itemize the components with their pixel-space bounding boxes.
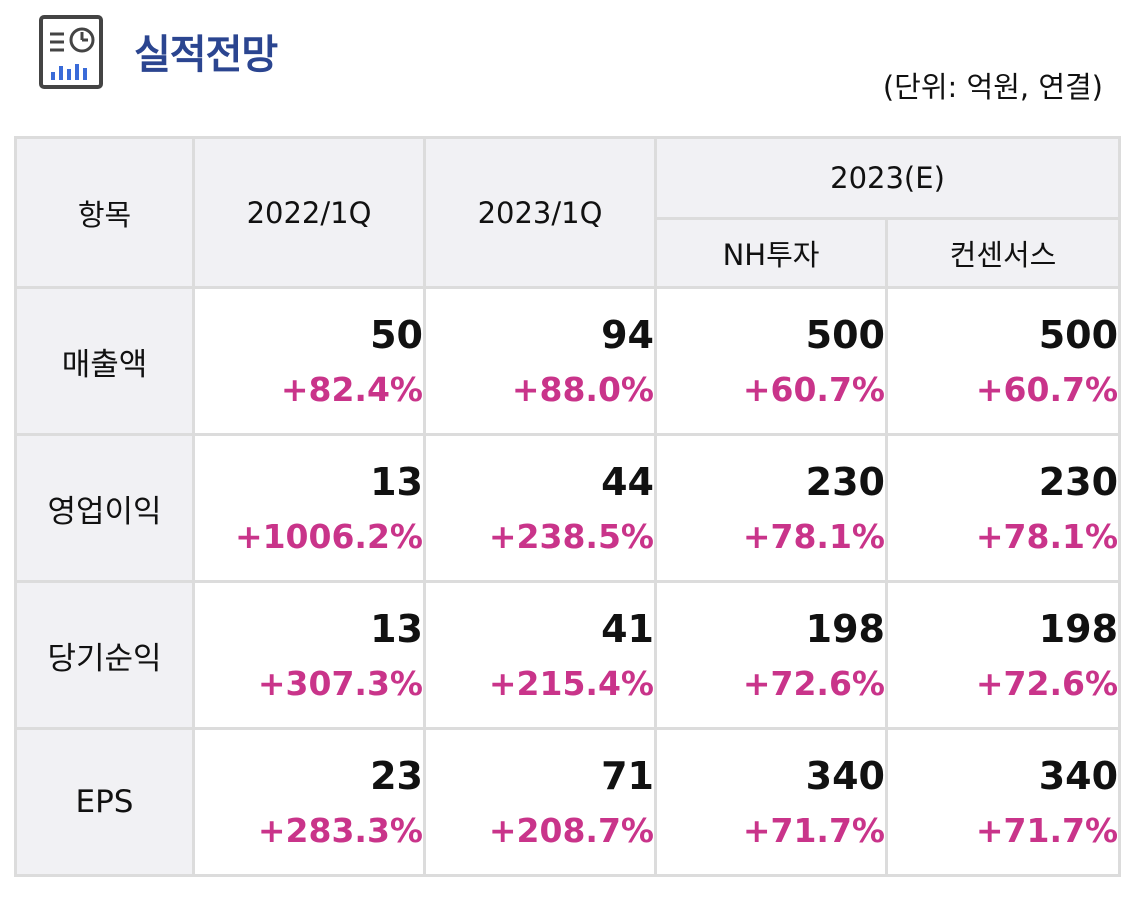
table-cell: 44 +238.5%	[423, 433, 657, 583]
change-rate: +82.4%	[280, 370, 423, 409]
value: 44	[601, 460, 654, 504]
row-label: 매출액	[14, 286, 195, 436]
table-cell: 94 +88.0%	[423, 286, 657, 436]
report-chart-icon	[38, 14, 104, 90]
header-consensus: 컨센서스	[884, 217, 1122, 289]
header-nh: NH투자	[654, 217, 888, 289]
change-rate: +72.6%	[975, 664, 1119, 703]
header-2023e: 2023(E)	[653, 136, 1122, 220]
change-rate: +71.7%	[975, 811, 1119, 850]
value: 340	[805, 754, 885, 798]
header-item: 항목	[14, 136, 195, 289]
value: 500	[805, 313, 885, 357]
table-cell: 71 +208.7%	[423, 727, 657, 877]
change-rate: +1006.2%	[234, 517, 423, 556]
change-rate: +307.3%	[257, 664, 423, 703]
unit-note: (단위: 억원, 연결)	[882, 70, 1103, 104]
table-cell: 13 +307.3%	[192, 580, 426, 730]
table-cell: 13 +1006.2%	[192, 433, 426, 583]
table-row: 영업이익 13 +1006.2% 44 +238.5% 230 +78.1% 230 +…	[14, 433, 1122, 583]
change-rate: +283.3%	[257, 811, 423, 850]
change-rate: +238.5%	[488, 517, 654, 556]
table-row: EPS 23 +283.3% 71 +208.7% 340 +71.7% 340 +71…	[14, 727, 1122, 877]
table-cell: 41 +215.4%	[423, 580, 657, 730]
table-cell: 23 +283.3%	[192, 727, 426, 877]
header-2022-1q: 2022/1Q	[192, 136, 426, 289]
value: 23	[370, 754, 423, 798]
change-rate: +208.7%	[488, 811, 654, 850]
change-rate: +78.1%	[742, 517, 885, 556]
change-rate: +215.4%	[488, 664, 654, 703]
table-row: 매출액 50 +82.4% 94 +88.0% 500 +60.7% 500 +60.7…	[14, 286, 1122, 436]
value: 41	[601, 607, 654, 651]
value: 230	[1038, 460, 1119, 504]
change-rate: +71.7%	[742, 811, 885, 850]
page-title: 실적전망	[134, 32, 278, 78]
value: 340	[1038, 754, 1119, 798]
value: 500	[1038, 313, 1119, 357]
change-rate: +78.1%	[975, 517, 1119, 556]
row-label: EPS	[14, 727, 195, 877]
value: 198	[805, 607, 885, 651]
value: 198	[1038, 607, 1119, 651]
value: 13	[370, 607, 423, 651]
value: 50	[370, 313, 423, 357]
table-cell: 198 +72.6%	[654, 580, 888, 730]
table-cell: 50 +82.4%	[192, 286, 426, 436]
change-rate: +60.7%	[742, 370, 885, 409]
value: 71	[601, 754, 654, 798]
table-cell: 500 +60.7%	[654, 286, 888, 436]
row-label: 영업이익	[14, 433, 195, 583]
table-cell: 230 +78.1%	[884, 433, 1122, 583]
table-cell: 340 +71.7%	[884, 727, 1122, 877]
change-rate: +60.7%	[975, 370, 1119, 409]
header-2023-1q: 2023/1Q	[423, 136, 657, 289]
value: 230	[805, 460, 885, 504]
row-label: 당기순익	[14, 580, 195, 730]
value: 94	[601, 313, 654, 357]
value: 13	[370, 460, 423, 504]
table-cell: 230 +78.1%	[654, 433, 888, 583]
table-cell: 198 +72.6%	[884, 580, 1122, 730]
table-cell: 500 +60.7%	[884, 286, 1122, 436]
earnings-forecast-table: 항목 2022/1Q 2023/1Q 2023(E) NH투자 컨센서스 매출액…	[14, 136, 1122, 877]
table-cell: 340 +71.7%	[654, 727, 888, 877]
table-row: 당기순익 13 +307.3% 41 +215.4% 198 +72.6% 198 +7…	[14, 580, 1122, 730]
change-rate: +88.0%	[511, 370, 654, 409]
change-rate: +72.6%	[742, 664, 885, 703]
